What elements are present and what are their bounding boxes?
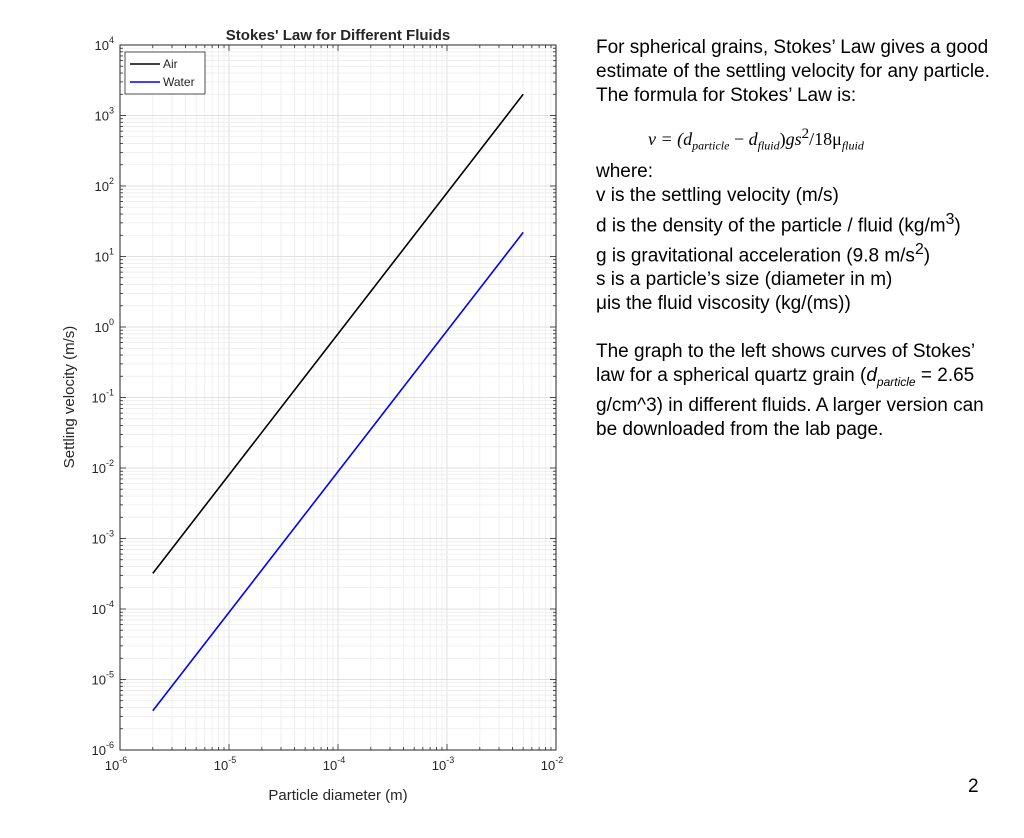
definition-mu: μis the fluid viscosity (kg/(ms)) xyxy=(596,292,996,316)
definition-mu-symbol: μ xyxy=(596,293,607,315)
definition-g: g is gravitational acceleration (9.8 m/s… xyxy=(596,238,996,268)
y-tick-exponent: -5 xyxy=(106,670,114,680)
formula-d2: d xyxy=(748,129,758,149)
intro-text: For spherical grains, Stokes’ Law gives … xyxy=(596,37,990,106)
y-tick-label: 10-4 xyxy=(92,599,114,617)
formula-d1: d xyxy=(683,129,693,149)
y-tick-exponent: 0 xyxy=(109,317,114,327)
formula-minus: − xyxy=(729,129,749,149)
definition-g-end: ) xyxy=(923,245,931,267)
y-tick-label: 10-3 xyxy=(92,529,114,547)
formula-gs: gs xyxy=(785,129,802,149)
graph-description-d: d xyxy=(866,365,877,387)
axis-ticks xyxy=(119,45,556,751)
definition-d-exp: 3 xyxy=(945,210,955,228)
definition-g-text: g is gravitational acceleration (9.8 m/s xyxy=(596,245,915,267)
x-tick-base: 10 xyxy=(432,758,446,773)
x-tick-exponent: -3 xyxy=(446,755,454,765)
where-label: where: xyxy=(596,160,654,182)
formula-div: /18μ xyxy=(809,129,842,149)
y-tick-label: 104 xyxy=(95,35,114,53)
x-tick-label: 10-2 xyxy=(541,755,563,773)
legend-box xyxy=(124,51,206,95)
y-tick-label: 100 xyxy=(95,317,114,335)
stokes-law-chart: 10-6 10-5 10-4 10-3 10-2 10-610-510-410-310-… xyxy=(61,27,563,804)
y-tick-label: 10-2 xyxy=(92,458,114,476)
x-tick-exponent: -2 xyxy=(555,755,563,765)
y-tick-label: 103 xyxy=(95,106,114,124)
x-tick-label: 10-3 xyxy=(432,755,454,773)
definition-d-end: ) xyxy=(954,214,961,236)
formula-sub-fluid: fluid xyxy=(757,138,780,153)
y-tick-label: 10-6 xyxy=(92,740,114,758)
y-tick-exponent: -3 xyxy=(106,529,114,539)
y-tick-base: 10 xyxy=(95,320,109,335)
y-tick-label: 10-1 xyxy=(92,388,114,406)
explanation-panel: For spherical grains, Stokes’ Law gives … xyxy=(596,36,996,442)
y-tick-base: 10 xyxy=(92,743,106,758)
stokes-formula: v = (dparticle − dfluid)gs2/18μfluid xyxy=(648,122,996,158)
y-axis-label: Settling velocity (m/s) xyxy=(61,326,78,469)
y-tick-base: 10 xyxy=(92,673,106,688)
y-tick-base: 10 xyxy=(95,109,109,124)
y-tick-exponent: -6 xyxy=(106,740,114,750)
y-tick-label: 102 xyxy=(95,176,114,194)
y-tick-base: 10 xyxy=(95,38,109,53)
x-tick-label: 10-4 xyxy=(323,755,345,773)
x-tick-label: 10-6 xyxy=(105,755,127,773)
y-tick-base: 10 xyxy=(95,179,109,194)
legend-label-air: Air xyxy=(163,57,178,71)
x-tick-exponent: -5 xyxy=(228,755,236,765)
page-number: 2 xyxy=(968,776,979,797)
y-tick-base: 10 xyxy=(92,391,106,406)
formula-sq: 2 xyxy=(801,126,810,142)
y-tick-label: 10-5 xyxy=(92,670,114,688)
y-tick-base: 10 xyxy=(92,532,106,547)
y-tick-exponent: -2 xyxy=(106,458,114,468)
y-tick-exponent: 2 xyxy=(109,176,114,186)
definition-d-text: d is the density of the particle / fluid… xyxy=(596,214,946,236)
series-line-water xyxy=(152,231,524,712)
definition-d: d is the density of the particle / fluid… xyxy=(596,208,996,238)
y-tick-base: 10 xyxy=(95,250,109,265)
y-tick-exponent: 1 xyxy=(109,247,114,257)
definition-v: v is the settling velocity (m/s) xyxy=(596,184,839,206)
graph-description-b: = 2.65 g/cm^3) in different fluids. A la… xyxy=(596,365,984,441)
definition-s: s is a particle’s size (diameter in m) xyxy=(596,269,893,291)
chart-title: Stokes' Law for Different Fluids xyxy=(226,27,450,44)
x-tick-labels: 10-6 10-5 10-4 10-3 10-2 xyxy=(105,755,563,773)
y-tick-base: 10 xyxy=(92,461,106,476)
formula-sub-particle: particle xyxy=(692,138,730,153)
y-tick-exponent: 3 xyxy=(109,106,114,116)
plot-grid xyxy=(119,45,556,751)
series-line-air xyxy=(152,93,524,574)
y-tick-exponent: 4 xyxy=(109,35,114,45)
formula-lhs: v = ( xyxy=(648,129,684,149)
definition-mu-text: is the fluid viscosity (kg/(ms)) xyxy=(606,293,851,315)
formula-sub-fluid-2: fluid xyxy=(841,138,864,153)
graph-description-sub: particle xyxy=(876,375,916,390)
definition-g-exp: 2 xyxy=(914,240,924,258)
x-axis-label: Particle diameter (m) xyxy=(268,787,407,804)
x-tick-base: 10 xyxy=(541,758,555,773)
x-tick-label: 10-5 xyxy=(214,755,236,773)
y-tick-label: 101 xyxy=(95,247,114,265)
x-tick-exponent: -4 xyxy=(337,755,345,765)
legend-label-water: Water xyxy=(163,75,195,89)
y-tick-base: 10 xyxy=(92,602,106,617)
formula-mid: ) xyxy=(779,129,786,149)
x-tick-base: 10 xyxy=(214,758,228,773)
x-tick-base: 10 xyxy=(323,758,337,773)
graph-description-a: The graph to the left shows curves of St… xyxy=(596,341,975,387)
y-tick-exponent: -1 xyxy=(106,388,114,398)
plot-lines xyxy=(152,93,524,712)
x-tick-exponent: -6 xyxy=(119,755,127,765)
x-tick-base: 10 xyxy=(105,758,119,773)
legend: Air Water xyxy=(124,51,206,95)
y-tick-exponent: -4 xyxy=(106,599,114,609)
graph-description: The graph to the left shows curves of St… xyxy=(596,340,996,442)
